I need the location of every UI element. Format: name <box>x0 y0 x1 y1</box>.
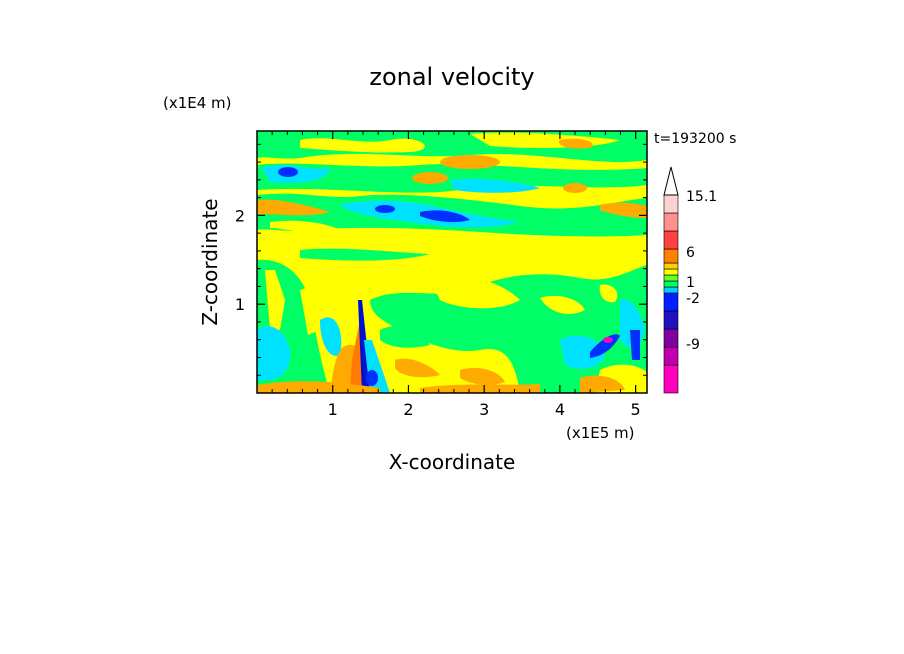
colorbar-label: 1 <box>686 275 695 291</box>
colorbar: 15.1 6 1-2 -9 <box>663 166 717 394</box>
x-axis-label: X-coordinate <box>389 450 516 474</box>
y-unit-label: (x1E4 m) <box>163 94 232 112</box>
colorbar-label: 6 <box>686 245 695 261</box>
x-unit-label: (x1E5 m) <box>566 424 635 442</box>
x-tick-label: 3 <box>479 400 489 419</box>
colorbar-segment <box>663 268 679 276</box>
x-tick-label: 1 <box>328 400 338 419</box>
colorbar-segment <box>663 274 679 282</box>
velocity-field <box>257 131 647 393</box>
x-tick-label: 2 <box>403 400 413 419</box>
y-axis: 12 <box>235 143 647 376</box>
colorbar-label: -2 <box>686 291 700 307</box>
x-axis: 1 2 3 4 5 <box>271 131 641 419</box>
colorbar-segment <box>663 248 679 264</box>
colorbar-label: -9 <box>686 337 700 353</box>
y-axis-label: Z-coordinate <box>198 198 222 325</box>
time-label: t=193200 s <box>654 131 736 147</box>
colorbar-segment <box>663 212 679 232</box>
colorbar-label: 15.1 <box>686 189 717 205</box>
x-tick-label: 5 <box>631 400 641 419</box>
colorbar-segment <box>663 194 679 214</box>
colorbar-segment <box>663 230 679 250</box>
colorbar-segment <box>663 310 679 330</box>
plot-frame <box>256 130 648 394</box>
y-tick-label: 1 <box>235 295 245 314</box>
colorbar-segment <box>663 292 679 312</box>
colorbar-segment <box>663 286 679 294</box>
y-tick-label: 2 <box>235 206 245 225</box>
colorbar-extend-arrow <box>663 166 679 196</box>
colorbar-segment <box>663 328 679 348</box>
chart-title: zonal velocity <box>369 63 534 91</box>
colorbar-segment <box>663 280 679 288</box>
x-tick-label: 4 <box>555 400 565 419</box>
colorbar-segment <box>663 346 679 366</box>
colorbar-segment <box>663 364 679 394</box>
colorbar-segment <box>663 262 679 270</box>
